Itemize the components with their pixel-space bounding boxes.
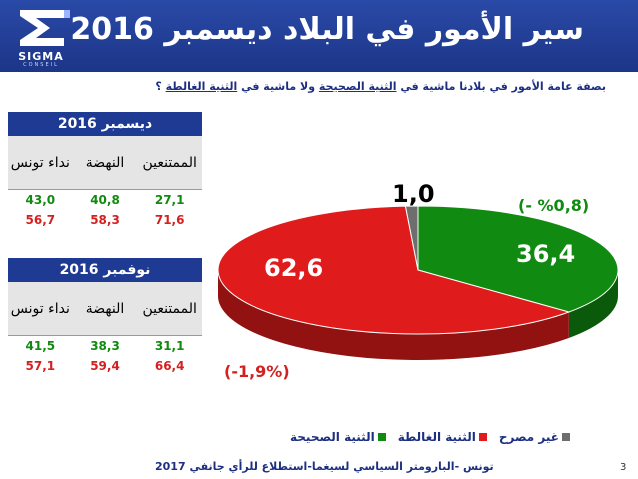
- question-right-way: الثنية الصحيحة: [318, 80, 397, 93]
- pie-chart-svg: [217, 205, 619, 360]
- col-ennahda: النهضة: [85, 300, 125, 317]
- table-cell: 71,6: [154, 213, 185, 227]
- pie-slice-2: [404, 205, 419, 271]
- footer-text: تونس -البارومتر السياسي لسيغما-استطلاع ل…: [155, 460, 494, 473]
- table-cell: 31,1: [154, 339, 185, 353]
- question-part5: ؟: [155, 80, 166, 93]
- november-table-columns: الممتنعين النهضة نداء تونس: [8, 282, 202, 336]
- legend-item-undeclared: غير مصرح: [499, 430, 570, 444]
- table-cell: 58,3: [90, 213, 120, 227]
- page-number: 3: [620, 462, 627, 473]
- table-cell: 59,4: [90, 359, 120, 373]
- november-row-right: 31,1 38,3 41,5: [8, 336, 202, 356]
- survey-question: بصفة عامة الأمور في بلادنا ماشية في الثن…: [46, 80, 606, 93]
- pie-slice-1: [217, 205, 571, 335]
- slice-label-undeclared: 1,0: [392, 180, 435, 208]
- november-table: نوفمبر 2016 الممتنعين النهضة نداء تونس 3…: [8, 258, 202, 376]
- table-cell: 43,0: [25, 193, 56, 207]
- col-ennahda: النهضة: [85, 154, 125, 171]
- legend-label: غير مصرح: [498, 430, 559, 444]
- table-cell: 56,7: [25, 213, 56, 227]
- pie-chart: 36,4 62,6 1,0 (- %0,8) (-1,9%): [206, 178, 630, 428]
- col-nidaa-tounes: نداء تونس: [10, 154, 70, 171]
- november-table-title: نوفمبر 2016: [8, 258, 202, 282]
- question-part3: ولا ماشية في: [237, 80, 319, 93]
- slice-label-right: 36,4: [516, 240, 576, 268]
- slice-label-wrong: 62,6: [264, 254, 324, 282]
- pie-side-0-0: [568, 270, 618, 339]
- table-cell: 40,8: [90, 193, 120, 207]
- legend-swatch: [377, 433, 386, 441]
- table-cell: 41,5: [25, 339, 56, 353]
- legend-item-wrong: الثنية الغالطة: [398, 430, 487, 444]
- table-cell: 38,3: [90, 339, 120, 353]
- change-label-right: (- %0,8): [518, 196, 590, 215]
- december-row-right: 27,1 40,8 43,0: [8, 190, 202, 210]
- legend-item-right: الثنية الصحيحة: [290, 430, 386, 444]
- header-bar: SIGMA CONSEIL سير الأمور في البلاد ديسمب…: [0, 0, 638, 72]
- table-cell: 27,1: [154, 193, 185, 207]
- november-row-wrong: 66,4 59,4 57,1: [8, 356, 202, 376]
- legend-label: الثنية الصحيحة: [290, 430, 375, 444]
- december-table: ديسمبر 2016 الممتنعين النهضة نداء تونس 2…: [8, 112, 202, 230]
- legend-label: الثنية الغالطة: [397, 430, 476, 444]
- col-abstainers: الممتنعين: [142, 300, 197, 317]
- logo-text: SIGMA: [18, 50, 64, 63]
- sigma-logo: SIGMA CONSEIL: [6, 6, 76, 68]
- december-table-title: ديسمبر 2016: [8, 112, 202, 136]
- december-table-columns: الممتنعين النهضة نداء تونس: [8, 136, 202, 190]
- col-nidaa-tounes: نداء تونس: [10, 300, 70, 317]
- question-part1: بصفة عامة الأمور في بلادنا ماشية في: [396, 80, 606, 93]
- table-cell: 66,4: [154, 359, 185, 373]
- pie-side-1-0: [218, 270, 569, 360]
- question-wrong-way: الثنية الغالطة: [165, 80, 238, 93]
- legend-swatch: [478, 433, 487, 441]
- pie-slice-0: [417, 205, 619, 313]
- sigma-icon: [20, 10, 70, 46]
- col-abstainers: الممتنعين: [142, 154, 197, 171]
- logo-subtext: CONSEIL: [23, 62, 59, 68]
- table-cell: 57,1: [25, 359, 56, 373]
- december-row-wrong: 71,6 58,3 56,7: [8, 210, 202, 230]
- legend-swatch: [561, 433, 570, 441]
- chart-legend: الثنية الصحيحة الثنية الغالطة غير مصرح: [290, 430, 570, 444]
- change-label-wrong: (-1,9%): [224, 362, 290, 381]
- page-title: سير الأمور في البلاد ديسمبر 2016: [70, 12, 584, 47]
